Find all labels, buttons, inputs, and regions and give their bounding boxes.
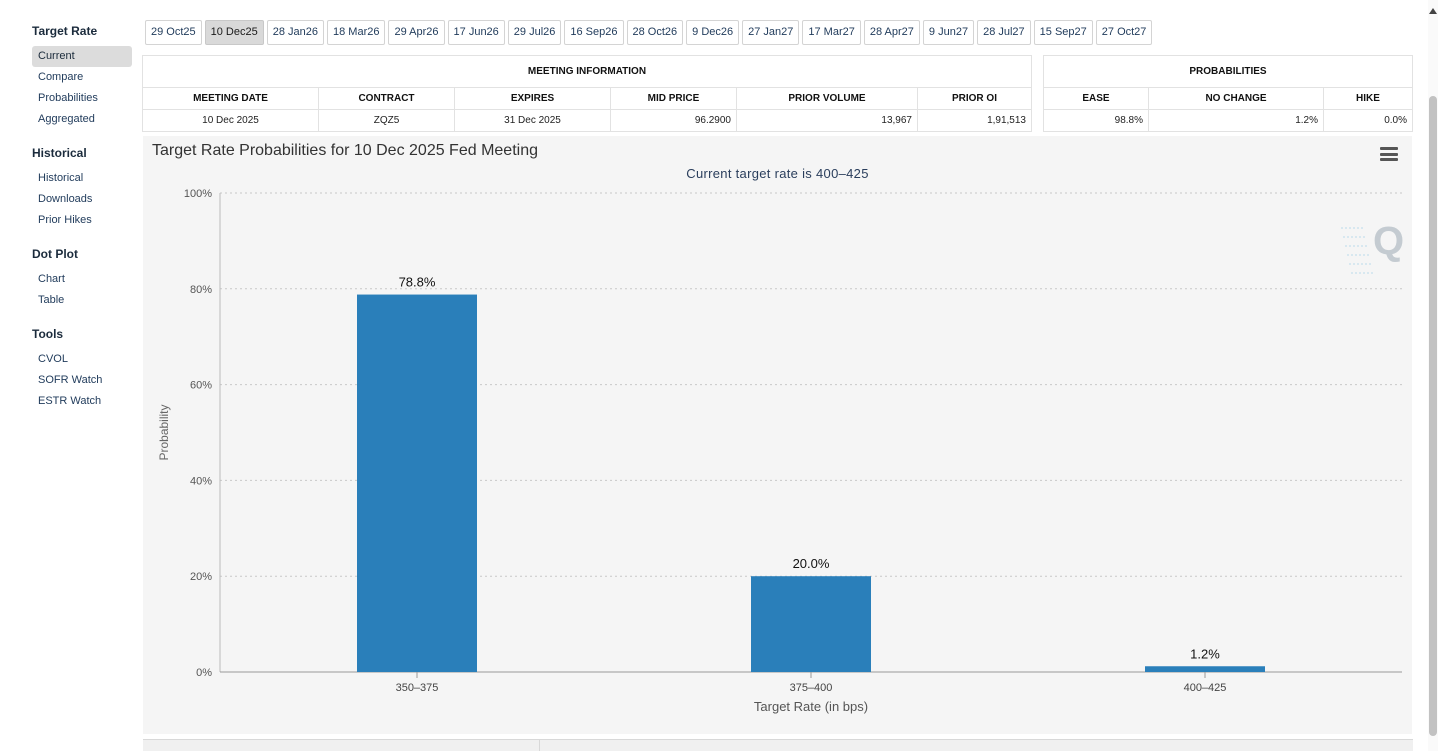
meeting-date-tab[interactable]: 29 Jul26 [507,20,562,45]
sidebar-item[interactable]: Chart [38,273,65,285]
sidebar-item[interactable]: ESTR Watch [38,395,102,407]
y-axis-title: Probability [157,404,171,460]
ease-value: 98.8% [1043,109,1149,132]
probabilities-title: PROBABILITIES [1043,55,1413,88]
scroll-up-arrow-icon[interactable] [1429,8,1437,14]
sidebar-section: Dot Plot Chart Table [32,245,132,311]
expires-value: 31 Dec 2025 [454,109,611,132]
sidebar-item[interactable]: Table [38,294,65,306]
sidebar-item[interactable]: Current [32,46,132,67]
sidebar-section-title: Dot Plot [32,247,78,261]
bar-data-label: 20.0% [793,556,830,571]
meeting-date-tab[interactable]: 28 Apr27 [863,20,920,45]
x-tick-label: 350–375 [396,682,439,694]
bottom-table-edge [143,739,1413,751]
contract-value: ZQZ5 [318,109,455,132]
chart-title: Target Rate Probabilities for 10 Dec 202… [152,142,538,159]
svg-text:Q: Q [1373,219,1404,263]
meeting-date-tab[interactable]: 17 Mar27 [802,20,861,45]
watermark-logo-icon: Q [1341,219,1404,274]
y-tick-label: 60% [190,380,212,392]
meeting-date-tabs: 29 Oct25 10 Dec25 28 Jan26 18 Mar26 29 Apr26… [145,20,1153,45]
chart-subtitle: Current target rate is 400–425 [686,166,869,181]
x-tick-label: 400–425 [1184,682,1227,694]
meeting-date-value: 10 Dec 2025 [142,109,319,132]
prior-volume-value: 13,967 [736,109,918,132]
sidebar-section: Target Rate Current Compare Probabilities Ag… [32,22,132,130]
sidebar-section-title: Tools [32,327,64,341]
header-prior-oi: PRIOR OI [917,87,1032,110]
sidebar-item[interactable]: Probabilities [38,92,98,104]
sidebar: Target Rate Current Compare Probabilities Ag… [32,22,132,426]
meeting-date-tab[interactable]: 15 Sep27 [1033,20,1093,45]
mid-price-value: 96.2900 [610,109,737,132]
header-ease: EASE [1043,87,1149,110]
probabilities-table: PROBABILITIES EASE NO CHANGE HIKE 98.8% … [1043,55,1413,132]
hike-value: 0.0% [1323,109,1413,132]
bar [751,576,871,672]
y-tick-label: 40% [190,475,212,487]
meeting-date-tab[interactable]: 28 Jul27 [977,20,1031,45]
y-tick-label: 80% [190,284,212,296]
meeting-date-tab[interactable]: 10 Dec25 [204,20,264,45]
header-expires: EXPIRES [454,87,611,110]
header-meeting-date: MEETING DATE [142,87,319,110]
y-tick-label: 20% [190,571,212,583]
meeting-date-tab[interactable]: 9 Dec26 [686,20,740,45]
header-contract: CONTRACT [318,87,455,110]
sidebar-item[interactable]: Downloads [38,193,93,205]
sidebar-section-title: Target Rate [32,24,98,38]
x-tick-label: 375–400 [790,682,833,694]
header-mid-price: MID PRICE [610,87,737,110]
sidebar-item[interactable]: SOFR Watch [38,374,103,386]
meeting-date-tab[interactable]: 16 Sep26 [564,20,624,45]
sidebar-item[interactable]: Compare [38,71,84,83]
meeting-date-tab[interactable]: 18 Mar26 [327,20,386,45]
prior-oi-value: 1,91,513 [917,109,1032,132]
meeting-date-tab[interactable]: 9 Jun27 [922,20,975,45]
bar [1145,666,1265,672]
header-no-change: NO CHANGE [1148,87,1324,110]
no-change-value: 1.2% [1148,109,1324,132]
sidebar-item[interactable]: CVOL [38,353,68,365]
y-tick-label: 0% [196,667,212,679]
meeting-date-tab[interactable]: 17 Jun26 [447,20,505,45]
sidebar-section: Tools CVOL SOFR Watch ESTR Watch [32,325,132,412]
sidebar-section-title: Historical [32,146,87,160]
meeting-date-tab[interactable]: 27 Oct27 [1095,20,1153,45]
bar-data-label: 1.2% [1190,646,1220,661]
header-prior-volume: PRIOR VOLUME [736,87,918,110]
sidebar-item[interactable]: Aggregated [38,113,95,125]
scrollbar-thumb[interactable] [1429,96,1437,736]
header-hike: HIKE [1323,87,1413,110]
meeting-date-tab[interactable]: 28 Jan26 [266,20,324,45]
meeting-date-tab[interactable]: 29 Oct25 [145,20,202,45]
meeting-date-tab[interactable]: 29 Apr26 [388,20,445,45]
meeting-date-tab[interactable]: 27 Jan27 [742,20,800,45]
bar-data-label: 78.8% [399,275,436,290]
hamburger-menu-icon[interactable] [1380,147,1398,161]
meeting-date-tab[interactable]: 28 Oct26 [626,20,684,45]
chart-panel: 0% 20% 40% 60% 80% 100% 78.8% 350–375 20.0% 375–4… [143,136,1412,734]
sidebar-section: Historical Historical Downloads Prior Hikes [32,144,132,231]
meeting-information-title: MEETING INFORMATION [142,55,1032,88]
meeting-information-table: MEETING INFORMATION MEETING DATE CONTRAC… [142,55,1032,132]
sidebar-item[interactable]: Prior Hikes [38,214,92,226]
scrollbar[interactable] [1428,0,1438,751]
x-axis-title: Target Rate (in bps) [754,699,868,714]
bar [357,294,477,672]
probability-bar-chart: 0% 20% 40% 60% 80% 100% 78.8% 350–375 20.0% 375–4… [157,188,1404,714]
y-tick-label: 100% [184,188,212,200]
sidebar-item[interactable]: Historical [38,172,84,184]
